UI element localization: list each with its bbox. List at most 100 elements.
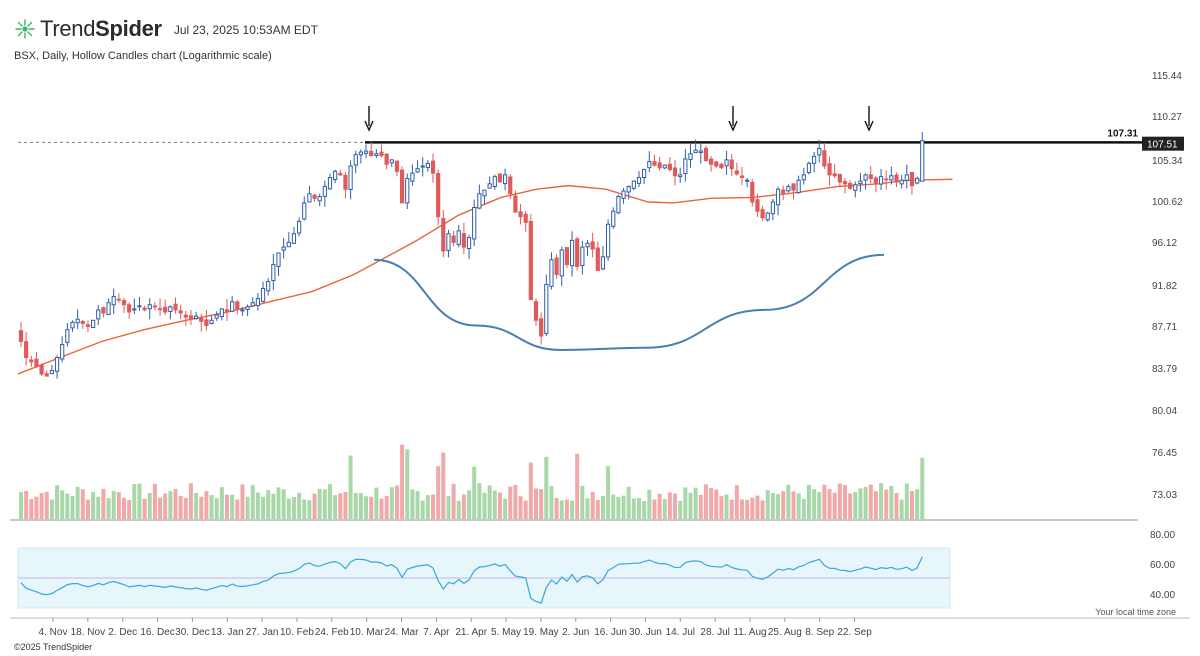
- volume-bar: [425, 495, 430, 519]
- arrows-layer: [364, 106, 874, 132]
- price-tick-label: 96.12: [1152, 238, 1177, 249]
- copyright: ©2025 TrendSpider: [14, 642, 93, 652]
- cup-curve: [373, 253, 885, 351]
- volume-bar: [410, 489, 415, 519]
- candle-body: [662, 164, 667, 169]
- volume-bar: [534, 488, 538, 519]
- volume-bar: [96, 496, 101, 519]
- x-tick-label: 27. Jan: [246, 627, 279, 638]
- volume-bar: [575, 453, 580, 519]
- volume-bar: [183, 497, 188, 519]
- last-price-badge: [1142, 136, 1184, 151]
- candle-body: [137, 305, 142, 308]
- volume-bar: [19, 492, 23, 519]
- x-tick-label: 10. Feb: [280, 627, 314, 638]
- x-tick-label: 24. Mar: [385, 627, 420, 638]
- volume-bar: [286, 498, 291, 519]
- volume-bar: [714, 489, 719, 519]
- candle-body: [858, 180, 863, 185]
- volume-bar: [528, 462, 533, 519]
- volume-bar: [461, 494, 466, 519]
- volume-bar: [590, 492, 595, 519]
- x-tick-label: 16. Jun: [594, 627, 627, 638]
- volume-bar: [49, 499, 54, 519]
- candle-body: [642, 169, 647, 178]
- volume-bar: [564, 499, 569, 519]
- price-tick-label: 76.45: [1152, 448, 1177, 459]
- candle-body: [446, 233, 451, 251]
- candle-body: [781, 189, 786, 194]
- candle-body: [564, 247, 569, 266]
- candle-body: [482, 189, 487, 197]
- candle-body: [734, 170, 739, 175]
- candle-body: [575, 238, 580, 268]
- candle-body: [173, 303, 178, 311]
- volume-bar: [580, 485, 585, 519]
- volume-bar: [482, 492, 487, 519]
- volume-bar: [348, 455, 353, 519]
- volume-bar: [657, 493, 662, 519]
- candle-body: [147, 304, 152, 310]
- candle-body: [472, 207, 477, 240]
- candle-body: [441, 218, 446, 252]
- volume-bar: [163, 493, 168, 519]
- volume-bar: [750, 497, 755, 519]
- x-tick-label: 7. Apr: [423, 627, 450, 638]
- volume-bar: [853, 492, 858, 519]
- candle-body: [513, 195, 518, 213]
- volume-bar: [261, 496, 266, 519]
- moving-average-layer: [17, 178, 953, 375]
- candle-body: [317, 196, 322, 202]
- volume-bar: [817, 492, 822, 519]
- volume-bar: [333, 495, 338, 519]
- volume-bar: [843, 485, 847, 519]
- candle-body: [657, 162, 662, 169]
- candle-body: [60, 344, 65, 360]
- volume-bar: [492, 490, 497, 519]
- header: TrendSpider Jul 23, 2025 10:53AM EDT: [14, 14, 318, 44]
- candle-body: [235, 301, 240, 310]
- volume-bar: [400, 444, 405, 519]
- candle-body: [693, 149, 698, 154]
- volume-bar: [307, 500, 312, 519]
- candle-body: [765, 212, 770, 221]
- volume-bar: [384, 496, 389, 519]
- candle-body: [106, 302, 111, 316]
- candle-body: [559, 249, 564, 277]
- candle-body: [466, 237, 472, 250]
- volume-bar: [80, 489, 85, 519]
- volume-layer: [19, 444, 925, 519]
- candle-body: [492, 176, 497, 187]
- x-tick-label: 4. Nov: [39, 627, 68, 638]
- volume-bar: [364, 496, 369, 519]
- candle-body: [286, 241, 291, 248]
- volume-bar: [446, 496, 451, 519]
- candle-body: [631, 180, 636, 189]
- candle-body: [709, 158, 714, 165]
- candle-body: [307, 193, 312, 203]
- candle-body: [116, 298, 121, 301]
- candle-body: [724, 159, 729, 167]
- x-tick-label: 16. Dec: [140, 627, 174, 638]
- candle-body: [909, 171, 915, 187]
- volume-bar: [873, 491, 878, 519]
- volume-bar: [291, 496, 296, 519]
- candle-body: [837, 173, 842, 183]
- volume-bar: [122, 497, 126, 519]
- volume-bar: [405, 449, 410, 519]
- candle-body: [456, 230, 461, 246]
- volume-bar: [441, 452, 446, 519]
- candle-body: [374, 153, 379, 156]
- candle-body: [739, 175, 745, 179]
- volume-bar: [832, 492, 837, 519]
- volume-bar: [915, 489, 920, 519]
- candle-body: [822, 150, 827, 167]
- candle-body: [224, 309, 230, 313]
- rsi-layer: [17, 547, 951, 609]
- candle-body: [327, 177, 333, 190]
- volume-bar: [358, 493, 363, 519]
- volume-bar: [796, 493, 801, 519]
- volume-bar: [75, 486, 80, 519]
- candle-body: [353, 154, 358, 166]
